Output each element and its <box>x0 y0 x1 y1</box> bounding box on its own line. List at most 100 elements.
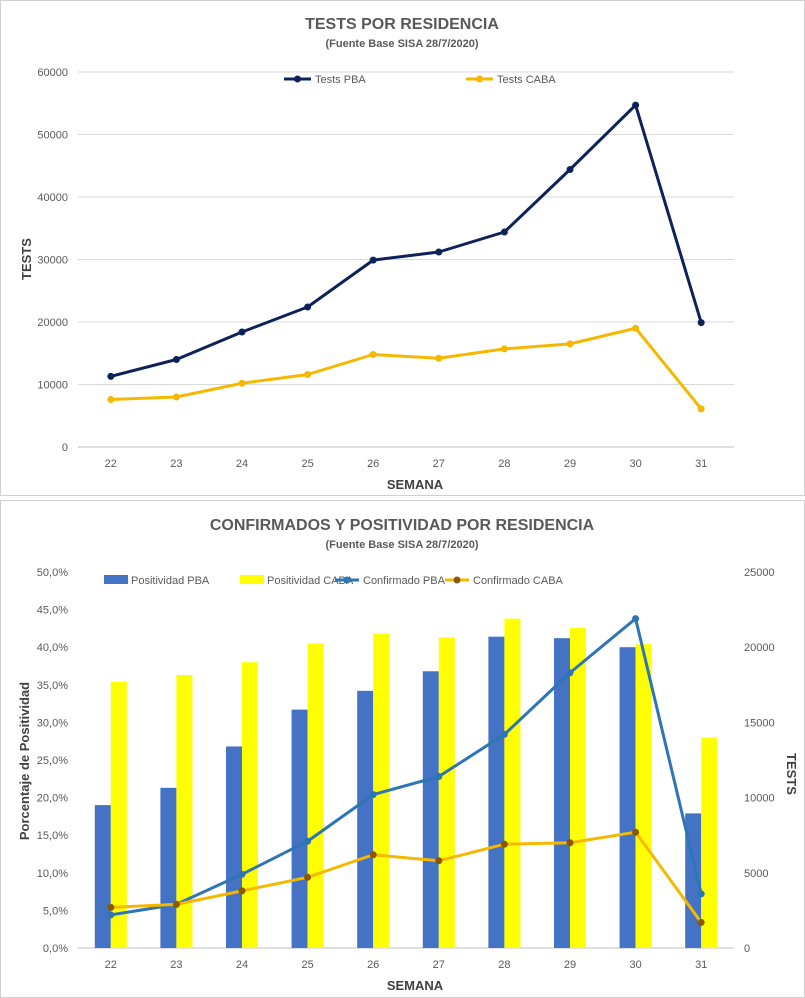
chart-subtitle: (Fuente Base SISA 28/7/2020) <box>325 539 478 551</box>
series-line-0 <box>110 103 703 378</box>
data-point <box>566 669 574 677</box>
data-point <box>107 396 115 403</box>
data-point <box>697 405 705 413</box>
bar-1 <box>570 627 586 948</box>
x-tick-label: 31 <box>695 959 707 971</box>
data-point <box>304 371 312 378</box>
y-tick-label: 40000 <box>37 192 68 204</box>
legend-label: Confirmado CABA <box>473 575 564 587</box>
x-tick-label: 23 <box>170 458 182 470</box>
data-point <box>435 857 443 865</box>
y2-tick-label: 5000 <box>744 868 768 880</box>
bar-1 <box>176 675 193 948</box>
x-tick-label: 28 <box>498 959 510 971</box>
data-point <box>632 828 640 836</box>
data-point <box>107 372 115 380</box>
data-point <box>632 101 640 109</box>
bar-1 <box>438 637 455 948</box>
data-point <box>500 730 508 738</box>
x-tick-label: 31 <box>695 458 707 470</box>
x-tick-label: 26 <box>367 458 379 470</box>
bar-1 <box>635 644 652 948</box>
data-point <box>107 911 115 919</box>
x-tick-label: 26 <box>367 959 379 971</box>
bar-0 <box>226 746 242 948</box>
data-point <box>238 328 246 336</box>
series-line-1 <box>110 326 703 410</box>
x-tick-label: 29 <box>564 458 576 470</box>
y2-tick-label: 15000 <box>744 717 775 729</box>
y-tick-label: 50000 <box>37 130 68 142</box>
positividad-chart: CONFIRMADOS Y POSITIVIDAD POR RESIDENCIA… <box>17 517 799 993</box>
chart-subtitle: (Fuente Base SISA 28/7/2020) <box>325 38 478 50</box>
data-point <box>632 324 640 332</box>
data-point <box>566 839 574 847</box>
y-tick-label: 0,0% <box>43 943 68 955</box>
data-point <box>172 393 180 401</box>
legend-marker <box>476 75 483 83</box>
chart-title: TESTS POR RESIDENCIA <box>305 16 499 33</box>
y-tick-label: 30,0% <box>37 717 68 729</box>
x-tick-label: 30 <box>629 959 641 971</box>
bar-0 <box>291 709 308 948</box>
x-axis-title: SEMANA <box>387 477 444 492</box>
bar-0 <box>422 671 439 948</box>
chart-title: CONFIRMADOS Y POSITIVIDAD POR RESIDENCIA <box>210 517 595 534</box>
data-point <box>697 918 705 926</box>
y-tick-label: 10,0% <box>37 868 68 880</box>
data-point <box>435 773 443 781</box>
legend-marker <box>453 576 461 584</box>
data-point <box>632 615 640 623</box>
positividad-chart-panel: CONFIRMADOS Y POSITIVIDAD POR RESIDENCIA… <box>0 500 805 998</box>
legend-marker <box>294 75 301 83</box>
data-point <box>304 303 312 311</box>
legend-swatch <box>240 575 264 584</box>
legend-swatch <box>104 575 128 584</box>
data-point <box>238 887 246 895</box>
legend-label: Confirmado PBA <box>363 575 446 587</box>
y-axis-title: TESTS <box>19 238 34 280</box>
data-point <box>369 256 377 264</box>
x-tick-label: 25 <box>301 458 313 470</box>
data-point <box>500 840 508 848</box>
bar-1 <box>307 643 324 948</box>
y-tick-label: 0 <box>62 442 68 454</box>
y-tick-label: 25,0% <box>37 755 68 767</box>
y-tick-label: 35,0% <box>37 680 68 692</box>
line-series-1 <box>110 830 703 924</box>
bar-1 <box>701 737 718 948</box>
y-tick-label: 20000 <box>37 317 68 329</box>
bar-0 <box>488 636 505 948</box>
y2-tick-label: 20000 <box>744 642 775 654</box>
y-axis-title: Porcentaje de Positividad <box>17 682 32 840</box>
x-tick-label: 27 <box>433 959 445 971</box>
y-tick-label: 45,0% <box>37 605 68 617</box>
data-point <box>238 379 246 387</box>
data-point <box>697 319 705 327</box>
y-tick-label: 30000 <box>37 255 68 267</box>
x-tick-label: 24 <box>236 458 248 470</box>
tests-chart-panel: TESTS POR RESIDENCIA (Fuente Base SISA 2… <box>0 0 805 496</box>
y-tick-label: 10000 <box>37 380 68 392</box>
x-axis-title: SEMANA <box>387 978 444 993</box>
bar-0 <box>357 690 374 948</box>
data-point <box>369 791 377 799</box>
data-point <box>697 890 705 898</box>
data-point <box>369 851 377 859</box>
data-point <box>435 248 443 256</box>
bar-0 <box>94 805 111 948</box>
y-tick-label: 20,0% <box>37 793 68 805</box>
x-tick-label: 29 <box>564 959 576 971</box>
data-point <box>238 870 246 878</box>
data-point <box>304 873 312 881</box>
legend-label: Positividad CABA <box>267 575 354 587</box>
x-tick-label: 27 <box>433 458 445 470</box>
y2-tick-label: 0 <box>744 943 750 955</box>
bar-1 <box>110 681 127 948</box>
y2-axis-title: TESTS <box>784 753 799 795</box>
bar-0 <box>160 787 177 948</box>
data-point <box>500 228 508 236</box>
bar-1 <box>242 662 258 948</box>
x-tick-label: 22 <box>105 458 117 470</box>
bar-1 <box>373 633 390 948</box>
